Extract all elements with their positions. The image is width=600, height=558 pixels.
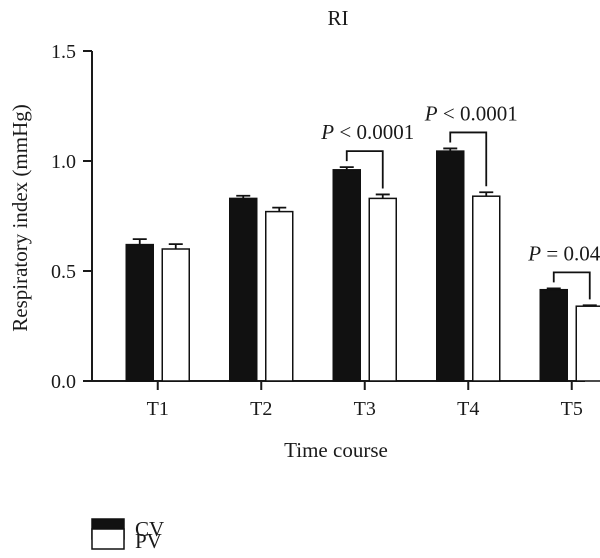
error-bar-cv-t2 — [236, 194, 251, 199]
error-bar-cv-t5 — [546, 287, 561, 290]
significance-label-t4: P < 0.0001 — [424, 101, 518, 125]
x-tick-label: T2 — [250, 398, 272, 420]
error-bar-pv-t3 — [375, 193, 390, 199]
error-bar-pv-t5 — [582, 304, 597, 307]
error-bar-cv-t3 — [339, 166, 354, 170]
bar-cv-t3 — [332, 169, 361, 382]
x-tick-label: T4 — [457, 398, 479, 420]
legend-label-cv: CV — [135, 517, 164, 541]
bar-cv-t5 — [539, 288, 568, 382]
bar-pv-t1 — [161, 248, 190, 382]
legend-swatch-pv — [91, 528, 125, 550]
significance-bracket-t3 — [345, 150, 384, 189]
bar-pv-t4 — [472, 195, 501, 382]
y-tick-label: 0.0 — [51, 371, 76, 393]
plot-area: 0.0 0.5 1.0 1.5 T1 T2 T3 T4 T5 P < 0.0001 P < 0.00… — [51, 41, 600, 420]
chart-title: RI — [328, 6, 349, 30]
bar-cv-t2 — [229, 197, 258, 382]
bar-pv-t3 — [368, 197, 397, 382]
error-bar-pv-t4 — [479, 191, 494, 197]
significance-bracket-t4 — [449, 131, 488, 187]
x-tick-label: T3 — [354, 398, 376, 420]
bar-pv-t2 — [265, 210, 294, 382]
bar-cv-t4 — [436, 150, 465, 382]
x-tick-label: T5 — [561, 398, 583, 420]
y-tick-label: 0.5 — [51, 261, 76, 283]
y-axis-label: Respiratory index (mmHg) — [8, 104, 32, 331]
bar-pv-t5 — [575, 305, 600, 382]
legend-label-pv: PV — [135, 529, 162, 553]
legend: CV PV — [91, 517, 164, 553]
significance-bracket-t5 — [552, 271, 591, 300]
x-tick-label: T1 — [147, 398, 169, 420]
error-bar-cv-t4 — [443, 147, 458, 152]
significance-label-t5: P = 0.0428 — [527, 241, 600, 265]
error-bar-pv-t1 — [168, 243, 183, 249]
bar-cv-t1 — [125, 243, 154, 382]
x-axis-label: Time course — [284, 438, 388, 462]
error-bar-pv-t2 — [272, 206, 287, 212]
y-tick-label: 1.0 — [51, 151, 76, 173]
y-tick-label: 1.5 — [51, 41, 76, 63]
error-bar-cv-t1 — [132, 238, 147, 245]
significance-label-t3: P < 0.0001 — [320, 120, 414, 144]
